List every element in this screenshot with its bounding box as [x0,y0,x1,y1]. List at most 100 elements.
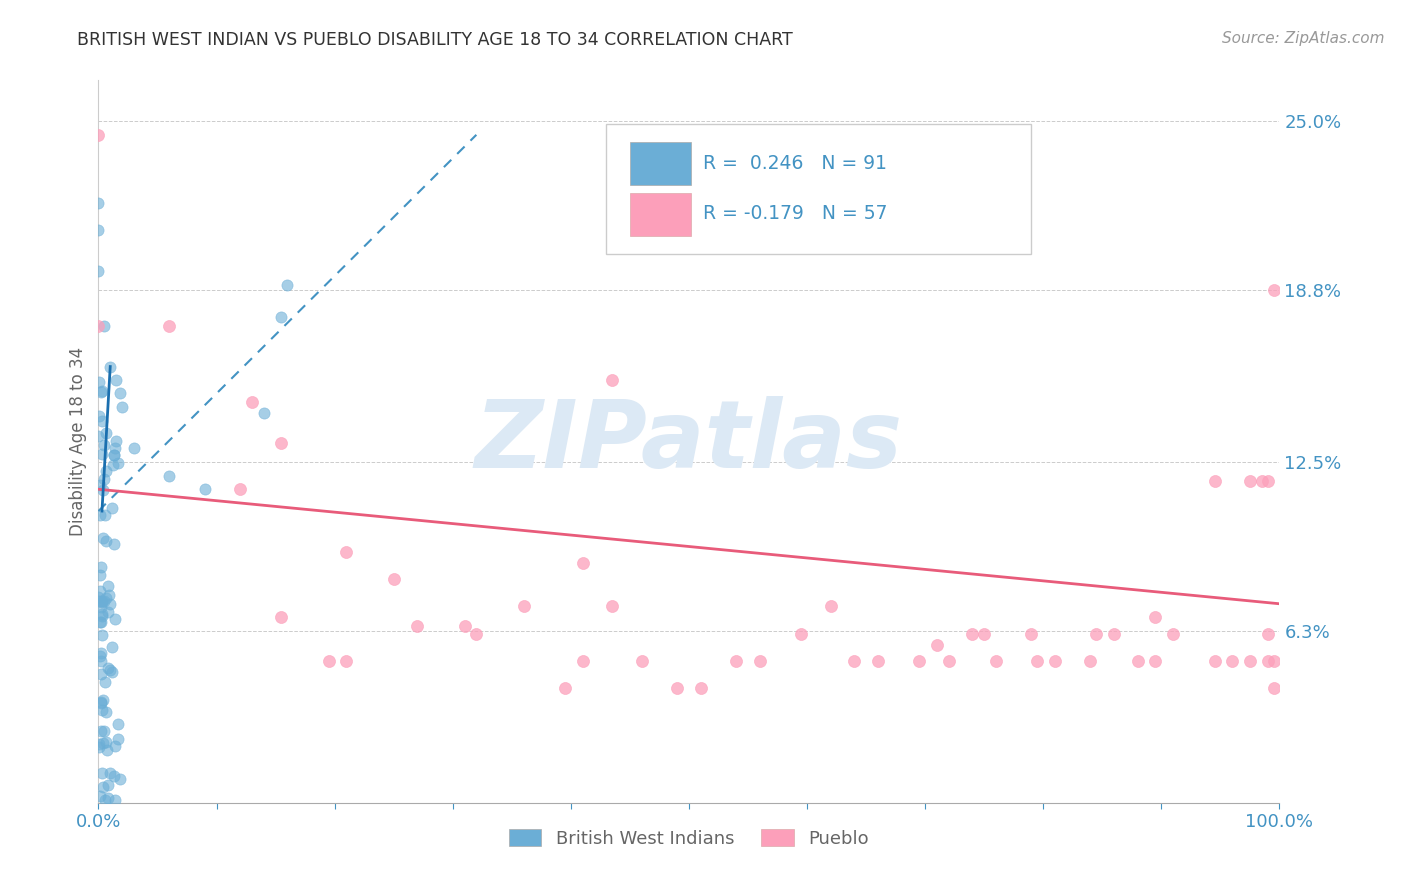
Text: BRITISH WEST INDIAN VS PUEBLO DISABILITY AGE 18 TO 34 CORRELATION CHART: BRITISH WEST INDIAN VS PUEBLO DISABILITY… [77,31,793,49]
Point [1257,654,1279,668]
Point [1263,654,1285,668]
Point [97,579,120,593]
Point [93,318,115,333]
Point [1144,654,1167,668]
Point [108,772,131,786]
FancyBboxPatch shape [606,124,1032,253]
Point [96,591,118,605]
Point [98,765,121,780]
Point [94,705,117,719]
Point [90,559,112,574]
Text: R = -0.179   N = 57: R = -0.179 N = 57 [703,204,887,224]
Point [87,409,110,423]
Point [87,593,110,607]
Point [100,597,122,611]
Point [270,436,292,450]
Point [571,556,593,570]
Point [89,739,111,754]
Point [90,696,112,710]
Point [101,458,124,472]
Point [630,654,652,668]
Point [97,661,120,675]
Point [91,595,114,609]
Point [122,442,145,456]
Point [335,654,357,668]
Point [90,695,112,709]
Point [90,609,112,624]
Point [94,464,117,478]
Point [94,675,117,690]
Point [93,437,115,451]
Point [98,663,121,677]
Point [270,610,292,624]
Point [1085,626,1108,640]
Point [600,599,623,614]
Point [1144,610,1167,624]
Point [97,606,120,620]
Point [406,618,429,632]
Point [103,793,125,807]
Point [1239,474,1261,488]
Point [103,537,125,551]
Point [87,223,110,237]
Point [87,196,110,211]
Point [91,447,114,461]
Point [91,693,114,707]
Point [240,395,263,409]
Point [93,508,115,523]
Text: ZIPatlas: ZIPatlas [475,395,903,488]
Legend: British West Indians, Pueblo: British West Indians, Pueblo [502,822,876,855]
Point [89,478,111,492]
Point [600,373,623,387]
Point [87,318,110,333]
Point [90,615,112,629]
Point [105,434,128,449]
Point [87,128,110,142]
FancyBboxPatch shape [630,143,692,185]
Point [973,626,995,640]
Point [91,414,114,428]
Point [1204,654,1226,668]
Point [748,654,770,668]
Point [382,572,405,586]
Point [93,723,115,738]
Y-axis label: Disability Age 18 to 34: Disability Age 18 to 34 [69,347,87,536]
Point [335,545,357,559]
Point [1239,654,1261,668]
Point [925,638,948,652]
Point [1263,681,1285,696]
Point [1204,474,1226,488]
Point [93,793,115,807]
Point [89,583,111,598]
Point [91,594,114,608]
Point [89,568,111,582]
Point [1021,626,1043,640]
Point [984,654,1007,668]
Point [1257,626,1279,640]
Point [97,790,120,805]
Point [908,654,931,668]
Point [111,401,134,415]
Point [104,441,127,455]
Point [1043,654,1066,668]
Point [87,428,110,442]
Point [94,425,117,440]
Point [90,384,112,399]
Point [1250,474,1272,488]
Point [270,310,292,325]
Point [1161,626,1184,640]
Point [87,375,110,389]
Point [108,386,131,401]
Point [790,626,813,640]
Point [93,472,115,486]
Point [101,501,124,516]
Point [101,665,124,679]
Point [512,599,534,614]
Point [91,780,114,795]
Point [318,654,340,668]
Point [105,373,128,387]
Point [89,508,111,523]
Point [1220,654,1243,668]
Point [104,739,127,753]
Point [107,717,129,731]
